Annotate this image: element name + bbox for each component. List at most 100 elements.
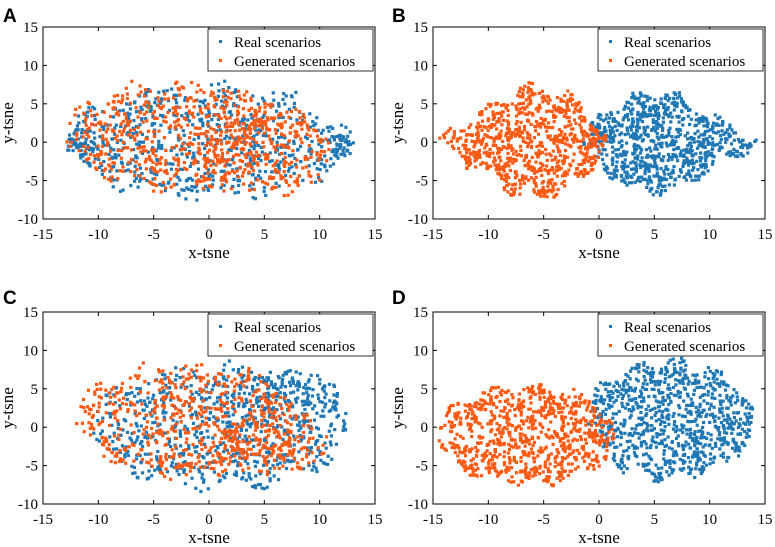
scatter-point-generated bbox=[209, 126, 213, 130]
scatter-point-generated bbox=[492, 156, 496, 160]
scatter-point-generated bbox=[223, 444, 227, 448]
scatter-point-real bbox=[73, 129, 77, 133]
scatter-point-real bbox=[175, 420, 179, 424]
scatter-point-generated bbox=[599, 142, 603, 146]
scatter-point-generated bbox=[149, 452, 153, 456]
scatter-point-real bbox=[126, 162, 130, 166]
x-tick-label: -5 bbox=[147, 227, 160, 243]
scatter-point-real bbox=[223, 411, 227, 415]
scatter-point-generated bbox=[265, 441, 269, 445]
scatter-point-real bbox=[119, 433, 123, 437]
scatter-point-real bbox=[338, 137, 342, 141]
scatter-point-generated bbox=[237, 94, 241, 98]
scatter-point-real bbox=[154, 149, 158, 153]
scatter-point-real bbox=[327, 139, 331, 143]
scatter-point-generated bbox=[567, 115, 571, 120]
scatter-point-generated bbox=[176, 157, 180, 161]
scatter-point-generated bbox=[566, 98, 570, 102]
scatter-point-generated bbox=[564, 112, 568, 116]
scatter-point-generated bbox=[549, 138, 553, 142]
scatter-point-generated bbox=[242, 93, 246, 97]
scatter-point-generated bbox=[95, 387, 99, 391]
scatter-point-generated bbox=[254, 111, 258, 115]
scatter-point-generated bbox=[93, 392, 97, 396]
scatter-point-generated bbox=[505, 146, 509, 150]
scatter-point-real bbox=[284, 174, 288, 178]
scatter-point-real bbox=[634, 164, 638, 169]
scatter-point-generated bbox=[184, 152, 189, 156]
scatter-point-real bbox=[161, 114, 165, 118]
scatter-point-generated bbox=[68, 144, 72, 148]
scatter-point-generated bbox=[249, 447, 253, 451]
scatter-point-generated bbox=[195, 90, 199, 94]
scatter-point-real bbox=[637, 126, 641, 130]
scatter-point-real bbox=[156, 449, 160, 454]
scatter-point-real bbox=[638, 118, 642, 122]
scatter-point-generated bbox=[169, 371, 173, 375]
scatter-point-generated bbox=[150, 464, 154, 468]
scatter-point-generated bbox=[182, 403, 186, 407]
scatter-point-generated bbox=[493, 163, 497, 167]
scatter-point-real bbox=[207, 124, 211, 128]
scatter-point-real bbox=[278, 152, 282, 156]
scatter-point-generated bbox=[299, 447, 303, 451]
scatter-point-generated bbox=[326, 141, 331, 145]
scatter-point-real bbox=[609, 425, 613, 430]
scatter-point-generated bbox=[222, 110, 226, 114]
scatter-point-generated bbox=[528, 136, 532, 141]
scatter-point-real bbox=[582, 142, 586, 147]
scatter-point-real bbox=[253, 375, 257, 380]
scatter-point-generated bbox=[461, 143, 465, 147]
scatter-point-real bbox=[736, 155, 740, 159]
scatter-point-real bbox=[80, 131, 84, 135]
scatter-point-generated bbox=[225, 117, 229, 121]
scatter-point-generated bbox=[254, 140, 258, 145]
scatter-point-generated bbox=[120, 401, 125, 405]
scatter-point-real bbox=[72, 141, 77, 145]
scatter-point-real bbox=[328, 164, 332, 168]
scatter-point-generated bbox=[254, 436, 258, 440]
scatter-point-generated bbox=[487, 154, 492, 159]
scatter-point-real bbox=[232, 402, 236, 406]
scatter-points bbox=[438, 81, 758, 199]
scatter-point-real bbox=[142, 399, 146, 403]
scatter-point-generated bbox=[151, 150, 155, 155]
scatter-point-real bbox=[98, 135, 102, 139]
scatter-point-real bbox=[277, 101, 281, 106]
scatter-point-generated bbox=[93, 390, 97, 394]
scatter-point-generated bbox=[124, 146, 128, 150]
scatter-point-generated bbox=[220, 175, 224, 179]
scatter-point-generated bbox=[523, 163, 527, 168]
scatter-point-real bbox=[237, 367, 241, 372]
scatter-point-generated bbox=[87, 126, 91, 130]
scatter-point-real bbox=[329, 125, 333, 129]
scatter-point-generated bbox=[520, 111, 524, 115]
scatter-point-real bbox=[659, 191, 663, 195]
scatter-point-generated bbox=[501, 118, 505, 122]
scatter-point-real bbox=[690, 161, 694, 165]
scatter-point-real bbox=[221, 375, 225, 379]
scatter-point-real bbox=[299, 439, 303, 443]
scatter-point-real bbox=[153, 420, 157, 424]
scatter-point-generated bbox=[233, 171, 237, 175]
scatter-point-generated bbox=[160, 464, 164, 468]
scatter-point-generated bbox=[476, 153, 480, 157]
scatter-point-generated bbox=[550, 178, 554, 182]
scatter-point-real bbox=[684, 150, 688, 154]
scatter-point-generated bbox=[486, 102, 490, 106]
scatter-point-generated bbox=[526, 145, 530, 149]
scatter-point-generated bbox=[90, 114, 94, 118]
scatter-point-generated bbox=[568, 133, 572, 137]
scatter-point-generated bbox=[585, 151, 589, 155]
scatter-point-generated bbox=[288, 451, 292, 455]
scatter-point-real bbox=[655, 435, 659, 439]
scatter-point-real bbox=[699, 151, 703, 155]
scatter-point-real bbox=[319, 434, 323, 439]
scatter-point-real bbox=[265, 485, 269, 489]
scatter-point-generated bbox=[558, 153, 562, 158]
scatter-point-real bbox=[711, 130, 716, 134]
x-tick-label: 0 bbox=[595, 227, 603, 243]
scatter-point-generated bbox=[190, 80, 194, 85]
scatter-point-real bbox=[145, 404, 149, 408]
scatter-point-real bbox=[655, 190, 659, 194]
